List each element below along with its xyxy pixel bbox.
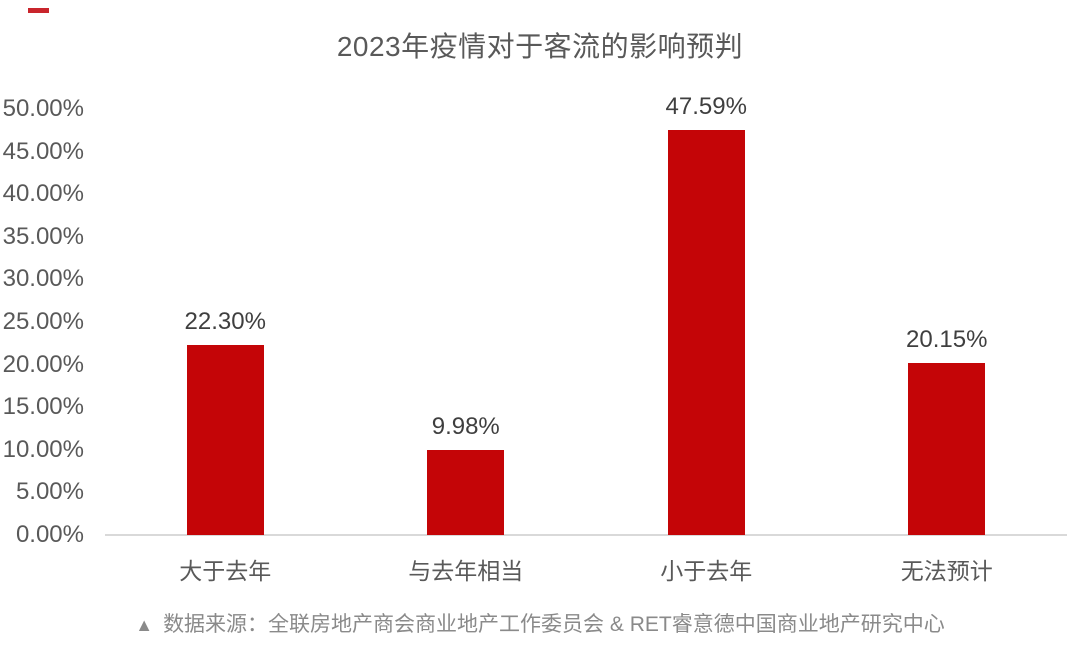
y-tick-label: 10.00% xyxy=(2,435,84,463)
category-label: 大于去年 xyxy=(179,558,272,584)
y-tick-label: 35.00% xyxy=(2,222,84,250)
y-tick-label: 45.00% xyxy=(2,137,84,165)
y-tick-label: 20.00% xyxy=(2,350,84,378)
accent-dash xyxy=(28,8,49,13)
bar xyxy=(908,363,986,535)
category-label: 小于去年 xyxy=(660,558,753,584)
bar-value-label: 9.98% xyxy=(431,412,500,440)
bar xyxy=(427,449,505,535)
y-tick-label: 30.00% xyxy=(2,265,84,293)
bar-value-label: 20.15% xyxy=(906,326,988,354)
category-label: 与去年相当 xyxy=(408,558,524,584)
data-source-line: ▲ 数据来源：全联房地产商会商业地产工作委员会 & RET睿意德中国商业地产研究中… xyxy=(0,610,1080,640)
bar xyxy=(667,129,745,535)
bar xyxy=(186,345,264,535)
bar-value-label: 22.30% xyxy=(184,308,266,335)
y-tick-label: 50.00% xyxy=(2,95,84,122)
y-tick-label: 40.00% xyxy=(2,180,84,208)
bar-value-label: 47.59% xyxy=(665,92,747,120)
y-tick-label: 25.00% xyxy=(2,308,84,335)
y-tick-label: 15.00% xyxy=(2,393,84,421)
y-tick-label: 5.00% xyxy=(15,478,84,506)
category-label: 无法预计 xyxy=(900,558,993,584)
data-source-text: 数据来源：全联房地产商会商业地产工作委员会 & RET睿意德中国商业地产研究中心 xyxy=(163,613,945,636)
chart-title: 2023年疫情对于客流的影响预判 xyxy=(336,31,744,62)
triangle-icon: ▲ xyxy=(135,615,154,635)
y-tick-label: 0.00% xyxy=(15,521,84,548)
x-axis-line xyxy=(105,534,1067,536)
